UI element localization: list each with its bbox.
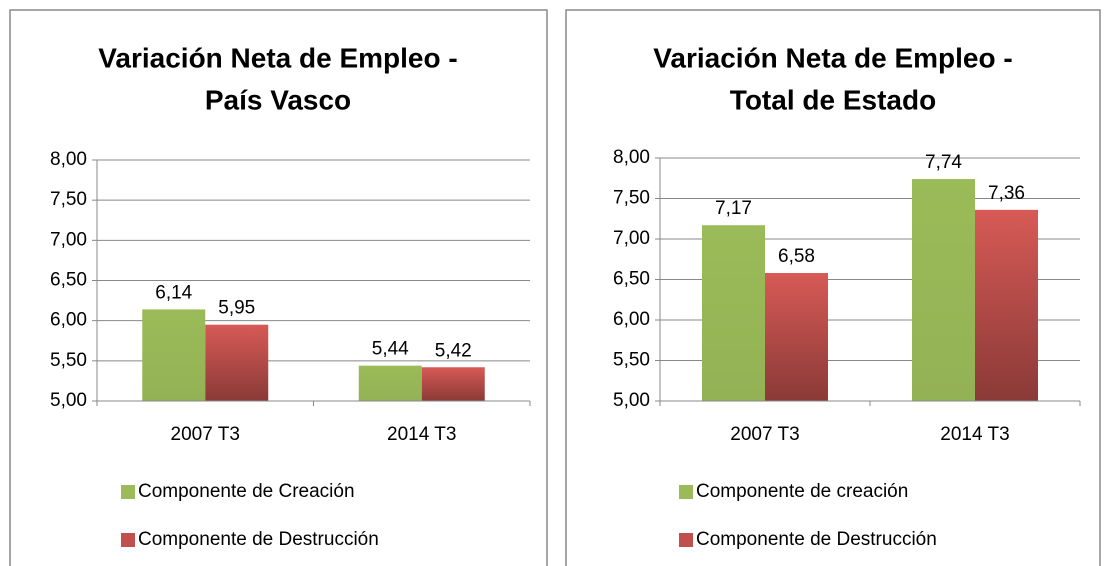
y-tick-label: 6,50 [613,269,650,290]
bar [142,309,206,401]
y-tick-label: 6,00 [613,309,650,330]
data-label: 7,74 [925,152,962,173]
x-tick-label: 2007 T3 [171,424,240,445]
y-tick-label: 8,00 [50,149,87,170]
y-tick-label: 5,50 [50,350,87,371]
y-tick-label: 5,50 [613,350,650,371]
x-tick-label: 2007 T3 [730,424,799,445]
y-tick-label: 7,50 [50,189,87,210]
data-label: 7,36 [988,183,1025,204]
y-tick-label: 5,00 [613,390,650,411]
chart-title: Total de Estado [730,84,936,115]
legend-label: Componente de creación [696,481,908,502]
y-tick-label: 7,00 [613,228,650,249]
bar [912,179,975,401]
y-tick-label: 6,50 [50,270,87,291]
legend-swatch [679,485,693,499]
bar [765,273,828,401]
legend-swatch [121,485,135,499]
bar [702,225,765,401]
data-label: 5,42 [435,340,472,361]
y-tick-label: 7,00 [50,229,87,250]
x-tick-label: 2014 T3 [387,424,456,445]
chart-title: País Vasco [205,84,351,115]
panel-border [9,9,548,566]
y-tick-label: 8,00 [613,147,650,168]
panel-border [565,9,1101,566]
bar [358,365,422,401]
data-label: 5,44 [372,339,409,360]
data-label: 6,14 [155,282,192,303]
data-label: 6,58 [778,246,815,267]
legend-label: Componente de Destrucción [696,529,937,550]
y-tick-label: 5,00 [50,390,87,411]
bar [421,367,485,401]
legend-label: Componente de Destrucción [138,529,379,550]
bar [975,209,1038,401]
x-tick-label: 2014 T3 [940,424,1009,445]
legend-label: Componente de Creación [138,481,355,502]
chart-title: Variación Neta de Empleo - [98,42,457,73]
legend-swatch [121,533,135,547]
legend-swatch [679,533,693,547]
data-label: 7,17 [715,198,752,219]
bar [205,324,269,401]
y-tick-label: 6,00 [50,310,87,331]
y-tick-label: 7,50 [613,188,650,209]
data-label: 5,95 [218,298,255,319]
chart-title: Variación Neta de Empleo - [653,42,1012,73]
